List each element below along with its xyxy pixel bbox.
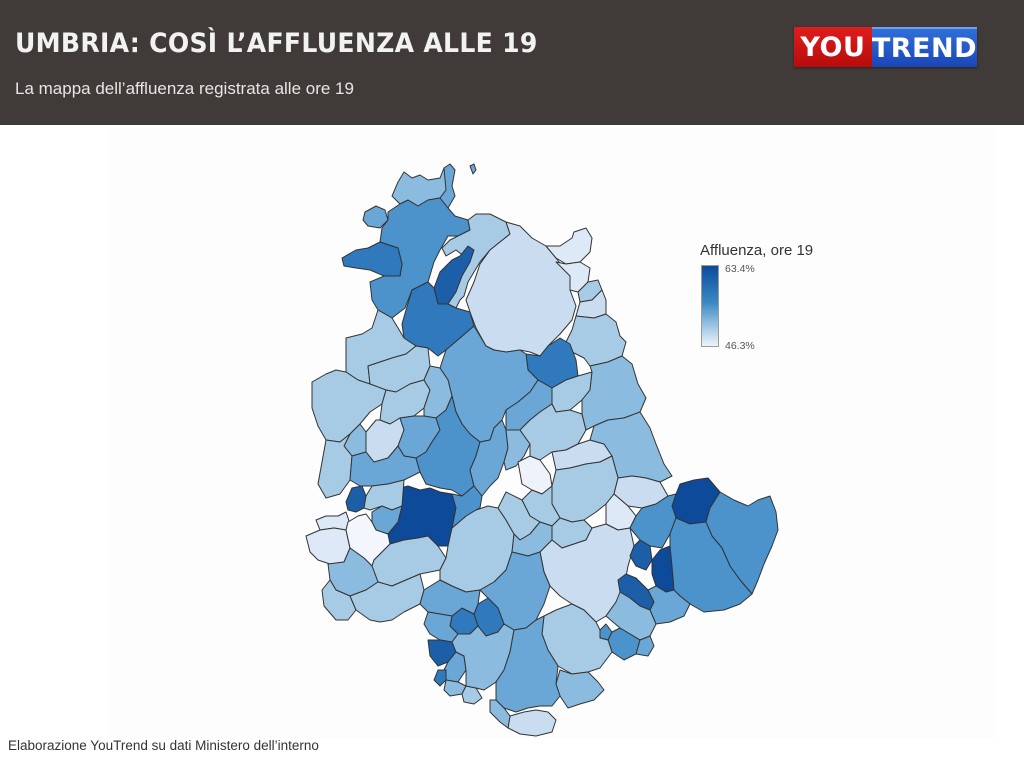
municipality[interactable] <box>433 669 447 687</box>
municipality[interactable] <box>507 709 557 737</box>
municipality[interactable] <box>489 699 511 729</box>
municipality[interactable] <box>362 205 389 229</box>
youtrend-logo: YOU TREND <box>794 27 977 67</box>
municipality[interactable] <box>451 485 483 529</box>
municipality[interactable] <box>635 635 655 657</box>
municipality[interactable] <box>315 511 351 531</box>
municipality[interactable] <box>439 163 456 209</box>
municipality[interactable] <box>669 517 753 613</box>
municipality[interactable] <box>647 585 691 625</box>
municipality[interactable] <box>495 615 561 713</box>
municipality[interactable] <box>379 379 431 425</box>
municipality[interactable] <box>629 539 653 571</box>
municipality[interactable] <box>555 669 605 709</box>
legend-max-label: 63.4% <box>725 263 755 275</box>
legend-min-label: 46.3% <box>725 340 755 352</box>
legend-title: Affluenza, ore 19 <box>700 242 814 259</box>
municipality[interactable] <box>305 527 351 565</box>
logo-you: YOU <box>794 27 872 67</box>
municipalities <box>305 163 779 737</box>
municipality[interactable] <box>465 221 577 357</box>
page-subtitle: La mappa dell’affluenza registrata alle … <box>15 79 354 98</box>
municipality[interactable] <box>345 485 367 513</box>
municipality[interactable] <box>341 241 403 277</box>
municipality[interactable] <box>311 369 387 443</box>
municipality[interactable] <box>545 227 593 265</box>
municipality[interactable] <box>469 163 477 175</box>
municipality[interactable] <box>539 523 635 623</box>
page-title: UMBRIA: COSÌ L’AFFLUENZA ALLE 19 <box>15 28 538 59</box>
header-bar: UMBRIA: COSÌ L’AFFLUENZA ALLE 19 La mapp… <box>0 0 1024 125</box>
legend-color-scale <box>701 265 719 347</box>
municipality[interactable] <box>517 455 553 495</box>
logo-trend: TREND <box>871 27 977 67</box>
source-note: Elaborazione YouTrend su dati Ministero … <box>8 738 319 753</box>
municipality[interactable] <box>589 411 673 483</box>
